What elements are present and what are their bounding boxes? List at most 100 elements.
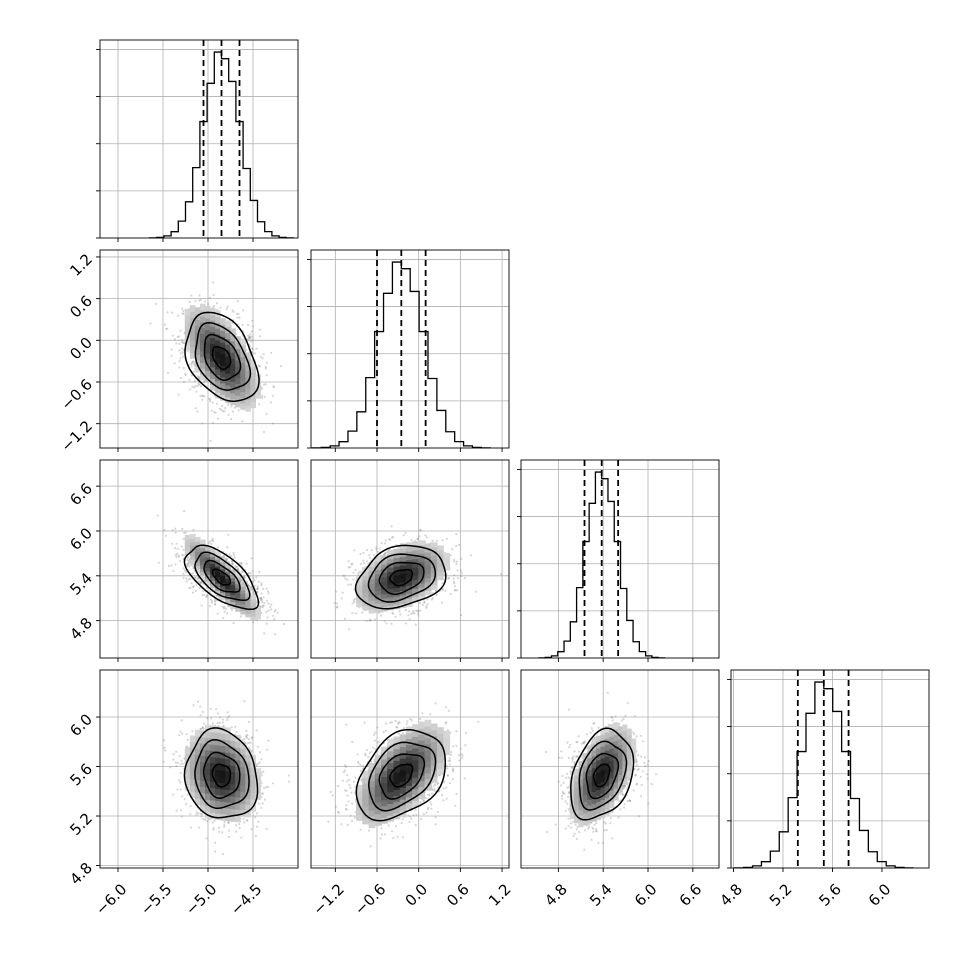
density-cell xyxy=(205,576,211,582)
scatter-point xyxy=(247,584,250,587)
density-cell xyxy=(393,574,401,580)
scatter-point xyxy=(256,825,259,828)
scatter-point xyxy=(261,606,264,609)
scatter-point xyxy=(383,542,386,545)
scatter-point xyxy=(248,335,251,338)
scatter-point xyxy=(253,579,256,582)
scatter-point xyxy=(369,619,372,622)
scatter-point xyxy=(223,610,226,613)
scatter-point xyxy=(191,572,195,575)
scatter-point xyxy=(383,620,386,623)
density-cell xyxy=(381,563,388,569)
density-cell xyxy=(210,548,216,554)
scatter-point xyxy=(212,828,215,831)
density-cell xyxy=(189,558,196,564)
scatter-point xyxy=(248,336,251,339)
scatter-point xyxy=(241,420,244,423)
scatter-point xyxy=(259,355,262,358)
scatter-point xyxy=(412,610,415,613)
scatter-point xyxy=(431,591,434,594)
density-cell xyxy=(184,308,191,316)
density-cell xyxy=(374,598,382,604)
scatter-point xyxy=(247,572,250,575)
density-cell xyxy=(230,580,236,586)
scatter-point xyxy=(424,534,427,537)
scatter-point xyxy=(210,542,213,546)
density-cell xyxy=(356,576,363,582)
density-cell xyxy=(230,573,236,579)
scatter-point xyxy=(192,585,195,588)
scatter-point xyxy=(259,365,262,368)
scatter-point xyxy=(225,607,228,610)
density-cell xyxy=(418,591,426,597)
density-cell xyxy=(230,597,236,603)
scatter-point xyxy=(222,607,226,610)
density-cell xyxy=(255,610,261,616)
density-cell xyxy=(387,579,394,585)
scatter-point xyxy=(241,579,244,582)
density-cell xyxy=(194,540,201,546)
density-cell xyxy=(200,344,206,352)
scatter-point xyxy=(419,602,422,605)
density-cell xyxy=(235,572,241,578)
density-cell xyxy=(374,556,382,562)
density-cell xyxy=(215,351,221,358)
scatter-point xyxy=(200,422,204,425)
scatter-point xyxy=(178,342,181,345)
scatter-point xyxy=(425,536,428,539)
scatter-point xyxy=(347,560,350,563)
scatter-point xyxy=(259,598,263,601)
scatter-point xyxy=(255,576,258,579)
scatter-point xyxy=(192,528,195,532)
scatter-point xyxy=(202,727,205,731)
scatter-point xyxy=(418,535,421,538)
scatter-point xyxy=(227,835,231,839)
scatter-point xyxy=(441,539,444,542)
scatter-point xyxy=(197,376,200,379)
scatter-point xyxy=(265,599,268,602)
scatter-point xyxy=(341,591,344,594)
scatter-point xyxy=(192,704,195,707)
density-cell xyxy=(210,586,216,592)
density-cell xyxy=(230,345,236,353)
density-cell xyxy=(412,596,419,602)
density-cell xyxy=(194,554,201,560)
scatter-point xyxy=(156,514,159,517)
scatter-point xyxy=(372,553,375,557)
density-cell xyxy=(230,590,236,596)
density-cell xyxy=(225,587,231,593)
density-cell xyxy=(437,553,444,559)
density-cell xyxy=(255,607,261,613)
density-cell xyxy=(418,565,426,571)
panel-content xyxy=(100,250,298,448)
scatter-point xyxy=(221,405,224,408)
scatter-point xyxy=(193,363,196,366)
scatter-point xyxy=(447,577,450,580)
density-cell xyxy=(362,605,370,611)
density-cell xyxy=(381,602,388,608)
density-cell xyxy=(189,551,196,557)
density-cell xyxy=(412,592,419,598)
density-cell xyxy=(430,567,438,573)
scatter-point xyxy=(242,817,245,820)
scatter-point xyxy=(449,592,452,596)
density-cell xyxy=(387,584,394,589)
scatter-point xyxy=(213,600,216,603)
density-cell xyxy=(225,367,231,374)
density-cell xyxy=(205,559,211,565)
density-cell xyxy=(356,589,363,595)
density-cell xyxy=(437,566,444,572)
panel-frame xyxy=(310,459,510,659)
scatter-point xyxy=(190,362,193,366)
scatter-point xyxy=(202,589,205,592)
density-cell xyxy=(245,595,251,601)
density-cell xyxy=(210,372,216,379)
scatter-point xyxy=(349,566,352,569)
scatter-point xyxy=(197,580,201,583)
scatter-point xyxy=(188,300,191,304)
scatter-point xyxy=(343,574,346,578)
density-cell xyxy=(225,384,231,392)
density-cell xyxy=(189,311,196,318)
scatter-point xyxy=(235,566,238,569)
scatter-point xyxy=(226,559,229,562)
